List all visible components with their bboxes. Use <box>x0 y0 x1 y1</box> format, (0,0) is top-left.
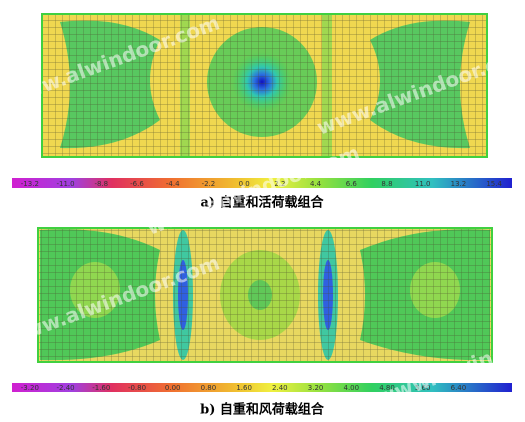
scale-label: 4.4 <box>310 180 322 188</box>
scale-label: 0.80 <box>201 384 217 392</box>
scale-label: -1.60 <box>92 384 110 392</box>
scale-label: 15.4 <box>486 180 502 188</box>
scale-label: 1.60 <box>236 384 252 392</box>
scale-label: -8.8 <box>94 180 108 188</box>
scale-label: -2.2 <box>202 180 216 188</box>
caption: a) 自重和活荷载组合 <box>200 195 324 211</box>
scale-label: 6.6 <box>346 180 358 188</box>
scale-label: 13.2 <box>451 180 467 188</box>
scale-label: 8.8 <box>381 180 392 188</box>
scale-label: 4.00 <box>343 384 359 392</box>
scale-label: -4.4 <box>166 180 180 188</box>
color-scale <box>12 383 512 392</box>
scale-label: 0.00 <box>165 384 181 392</box>
scale-label: -13.2 <box>21 180 39 188</box>
contour-b <box>37 227 493 363</box>
scale-label: 2.2 <box>274 180 285 188</box>
scale-label: 2.40 <box>272 384 288 392</box>
scale-label: 11.0 <box>415 180 431 188</box>
color-scale <box>12 178 512 188</box>
scale-label: 3.20 <box>308 384 324 392</box>
scale-label: 4.80 <box>379 384 395 392</box>
contour-a <box>41 13 488 158</box>
scale-label: -11.0 <box>57 180 75 188</box>
scale-label: -3.20 <box>21 384 39 392</box>
scale-label: -2.40 <box>57 384 75 392</box>
scale-label: 0.0 <box>239 180 250 188</box>
scale-label: -0.80 <box>128 384 146 392</box>
caption: b) 自重和风荷载组合 <box>200 402 325 418</box>
scale-label: 6.40 <box>451 384 467 392</box>
scale-label: -6.6 <box>130 180 144 188</box>
scale-label: 5.60 <box>415 384 431 392</box>
